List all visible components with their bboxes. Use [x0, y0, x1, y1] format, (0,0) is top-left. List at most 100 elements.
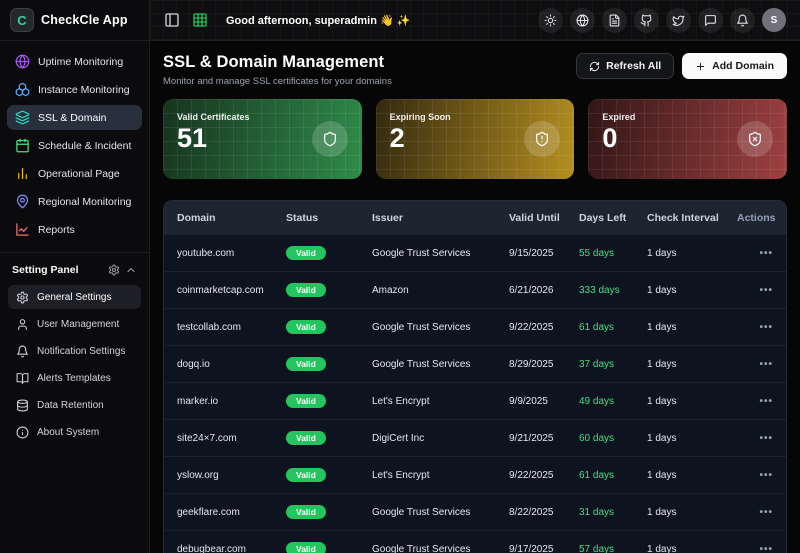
sidebar-item-label: Schedule & Incident — [38, 139, 132, 152]
row-actions-menu-button[interactable]: ••• — [759, 358, 773, 370]
table-row: marker.io Valid Let's Encrypt 9/9/2025 49 da… — [164, 382, 786, 419]
table-row: testcollab.com Valid Google Trust Services… — [164, 308, 786, 345]
actions-cell: ••• — [737, 248, 786, 259]
domain-cell: geekflare.com — [177, 506, 240, 518]
twitter-button[interactable] — [666, 7, 691, 33]
actions-cell: ••• — [737, 396, 786, 407]
status-badge: Valid — [286, 541, 326, 553]
stat-card-icon-circle — [311, 121, 348, 157]
docs-icon — [608, 14, 621, 27]
check-interval-cell: 1 days — [647, 284, 677, 296]
stat-card-value: 0 — [602, 123, 618, 153]
page-header: SSL & Domain Management Monitor and mana… — [163, 53, 787, 87]
notifications-bell-icon — [736, 14, 749, 27]
topbar-actions: S — [538, 7, 786, 33]
theme-toggle-button[interactable] — [538, 7, 563, 33]
issuer-cell: Amazon — [372, 284, 409, 296]
settings-item-general-settings[interactable]: General Settings — [8, 285, 141, 309]
issuer-cell: Google Trust Services — [372, 247, 471, 259]
table-row: dogq.io Valid Google Trust Services 8/29/20… — [164, 345, 786, 382]
table-body: youtube.com Valid Google Trust Services 9/1… — [164, 234, 786, 553]
settings-nav: General Settings User Management Notificat… — [0, 283, 149, 449]
actions-cell: ••• — [737, 470, 786, 481]
status-badge: Valid — [286, 504, 326, 520]
sidebar-item-operational-page[interactable]: Operational Page — [7, 161, 142, 186]
stat-cards: Valid Certificates 51 Expiring Soon 2 Expire… — [163, 99, 787, 179]
sidebar-item-schedule-incident[interactable]: Schedule & Incident — [7, 133, 142, 158]
issuer-cell: Let's Encrypt — [372, 469, 430, 481]
status-badge: Valid — [286, 393, 326, 409]
status-cell: Valid — [286, 319, 372, 335]
check-interval-cell: 1 days — [647, 543, 677, 553]
status-cell: Valid — [286, 245, 372, 261]
row-actions-menu-button[interactable]: ••• — [759, 247, 773, 259]
settings-panel-label: Setting Panel — [12, 264, 79, 276]
language-globe-button[interactable] — [570, 7, 595, 33]
status-badge: Valid — [286, 467, 326, 483]
feedback-button[interactable] — [698, 7, 723, 33]
stat-card-value: 51 — [177, 123, 208, 153]
gear-icon — [108, 264, 120, 276]
sidebar-item-regional-monitoring[interactable]: Regional Monitoring — [7, 189, 142, 214]
refresh-all-button[interactable]: Refresh All — [576, 53, 675, 79]
sidebar-item-label: SSL & Domain — [38, 111, 107, 124]
status-cell: Valid — [286, 541, 372, 553]
github-button[interactable] — [634, 7, 659, 33]
column-header-domain: Domain — [177, 211, 216, 224]
shield-alert-icon — [534, 131, 550, 147]
stat-card-value: 2 — [389, 123, 405, 153]
docs-button[interactable] — [602, 7, 627, 33]
calendar-icon — [15, 138, 30, 153]
stat-card-expired: Expired 0 — [588, 99, 787, 179]
days-left-cell: 61 days — [579, 321, 615, 333]
gear-icon — [16, 291, 29, 304]
valid-until-cell: 9/21/2025 — [509, 432, 554, 444]
settings-panel-header[interactable]: Setting Panel — [0, 253, 149, 283]
days-left-cell: 57 days — [579, 543, 615, 553]
settings-item-label: Notification Settings — [37, 345, 126, 357]
add-domain-button[interactable]: Add Domain — [682, 53, 787, 79]
sidebar-item-instance-monitoring[interactable]: Instance Monitoring — [7, 77, 142, 102]
settings-item-label: Alerts Templates — [37, 372, 111, 384]
row-actions-menu-button[interactable]: ••• — [759, 506, 773, 518]
sidebar-item-ssl-domain[interactable]: SSL & Domain — [7, 105, 142, 130]
stat-card-icon-circle — [524, 121, 561, 157]
settings-item-notification-settings[interactable]: Notification Settings — [8, 339, 141, 363]
language-globe-icon — [576, 14, 589, 27]
row-actions-menu-button[interactable]: ••• — [759, 469, 773, 481]
row-actions-menu-button[interactable]: ••• — [759, 543, 773, 553]
row-actions-menu-button[interactable]: ••• — [759, 432, 773, 444]
valid-until-cell: 9/22/2025 — [509, 469, 554, 481]
row-actions-menu-button[interactable]: ••• — [759, 321, 773, 333]
table-row: debugbear.com Valid Google Trust Services 9… — [164, 530, 786, 553]
sidebar-toggle-icon[interactable] — [164, 12, 180, 28]
stat-card-label: Valid Certificates — [177, 112, 250, 122]
table-header-row: Domain Status Issuer Valid Until Days Left Ch… — [164, 201, 786, 234]
settings-item-label: About System — [37, 426, 100, 438]
sidebar-item-uptime-monitoring[interactable]: Uptime Monitoring — [7, 49, 142, 74]
plus-icon — [695, 61, 706, 72]
sidebar-item-label: Operational Page — [38, 167, 120, 180]
stat-card-valid-certificates: Valid Certificates 51 — [163, 99, 362, 179]
notifications-bell-button[interactable] — [730, 7, 755, 33]
actions-cell: ••• — [737, 285, 786, 296]
sidebar-item-reports[interactable]: Reports — [7, 217, 142, 242]
issuer-cell: Let's Encrypt — [372, 395, 430, 407]
days-left-cell: 37 days — [579, 358, 615, 370]
user-avatar[interactable]: S — [762, 8, 786, 32]
settings-item-alerts-templates[interactable]: Alerts Templates — [8, 366, 141, 390]
check-interval-cell: 1 days — [647, 358, 677, 370]
days-left-cell: 31 days — [579, 506, 615, 518]
actions-cell: ••• — [737, 433, 786, 444]
app-logo-row: C CheckCle App — [0, 0, 149, 41]
page-content: SSL & Domain Management Monitor and mana… — [150, 41, 800, 553]
sidebar-nav: Uptime Monitoring Instance Monitoring SSL … — [0, 41, 149, 247]
apps-grid-icon[interactable] — [192, 12, 208, 28]
table-row: coinmarketcap.com Valid Amazon 6/21/2026 333… — [164, 271, 786, 308]
row-actions-menu-button[interactable]: ••• — [759, 284, 773, 296]
settings-item-about-system[interactable]: About System — [8, 420, 141, 444]
settings-item-user-management[interactable]: User Management — [8, 312, 141, 336]
row-actions-menu-button[interactable]: ••• — [759, 395, 773, 407]
settings-item-data-retention[interactable]: Data Retention — [8, 393, 141, 417]
